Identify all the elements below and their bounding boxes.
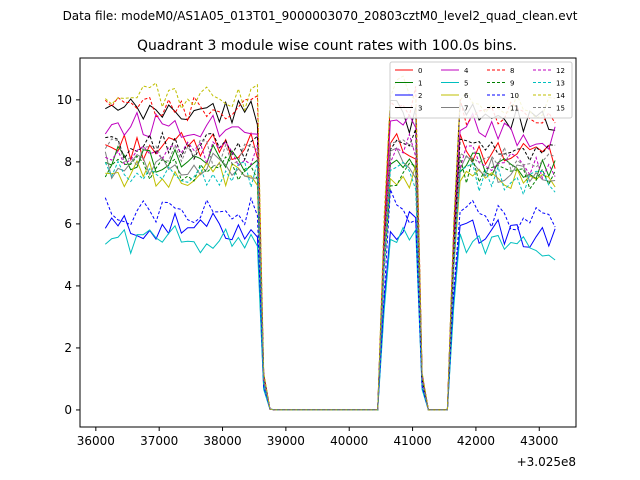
x-tick-label: 36000 bbox=[77, 434, 115, 448]
legend-label-10: 10 bbox=[510, 92, 519, 100]
legend-label-11: 11 bbox=[510, 105, 519, 113]
legend-label-8: 8 bbox=[510, 67, 514, 75]
axis-layer: 36000 37000 38000 39000 40000 41000 42000 43000… bbox=[57, 93, 559, 448]
legend-label-3: 3 bbox=[418, 105, 422, 113]
legend-label-13: 13 bbox=[556, 80, 565, 88]
legend-label-14: 14 bbox=[556, 92, 565, 100]
series-line-9 bbox=[104, 155, 556, 411]
x-tick-label: 42000 bbox=[457, 434, 495, 448]
legend-label-9: 9 bbox=[510, 80, 514, 88]
legend-label-0: 0 bbox=[418, 67, 422, 75]
x-tick-label: 40000 bbox=[330, 434, 368, 448]
legend-label-15: 15 bbox=[556, 105, 565, 113]
legend-label-1: 1 bbox=[418, 80, 422, 88]
series-layer bbox=[104, 75, 556, 411]
legend-label-7: 7 bbox=[464, 105, 468, 113]
y-tick-label: 4 bbox=[64, 279, 72, 293]
plot-frame bbox=[79, 57, 577, 428]
x-tick-label: 37000 bbox=[140, 434, 178, 448]
series-line-15 bbox=[104, 138, 556, 411]
x-tick-label: 43000 bbox=[520, 434, 558, 448]
legend-label-2: 2 bbox=[418, 92, 422, 100]
legend-box bbox=[389, 61, 573, 119]
series-line-11 bbox=[105, 128, 556, 411]
y-tick-label: 6 bbox=[64, 217, 72, 231]
legend-label-5: 5 bbox=[464, 80, 468, 88]
x-offset-label: +3.025e8 bbox=[517, 455, 576, 469]
chart-title: Quadrant 3 module wise count rates with … bbox=[137, 38, 517, 54]
y-tick-label: 10 bbox=[57, 93, 72, 107]
x-tick-label: 41000 bbox=[393, 434, 431, 448]
y-tick-label: 2 bbox=[64, 341, 72, 355]
legend-label-12: 12 bbox=[556, 67, 565, 75]
legend-label-6: 6 bbox=[464, 92, 469, 100]
chart-supertitle: Data file: modeM0/AS1A05_013T01_90000030… bbox=[63, 9, 578, 23]
y-tick-label: 8 bbox=[64, 155, 72, 169]
y-tick-label: 0 bbox=[64, 403, 72, 417]
x-tick-label: 38000 bbox=[203, 434, 241, 448]
legend-label-4: 4 bbox=[464, 67, 469, 75]
x-tick-label: 39000 bbox=[267, 434, 305, 448]
